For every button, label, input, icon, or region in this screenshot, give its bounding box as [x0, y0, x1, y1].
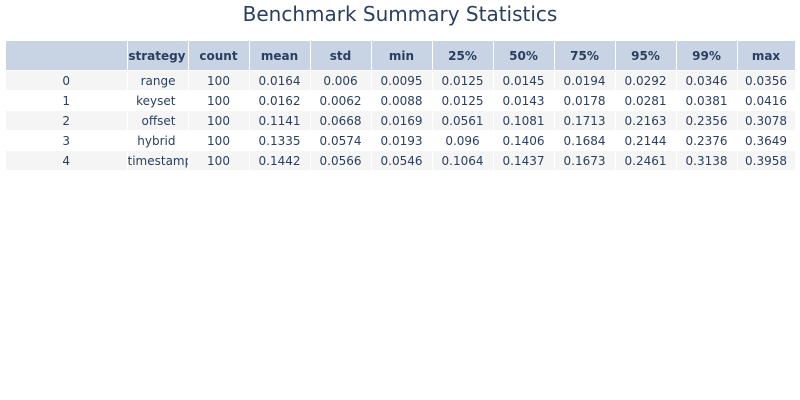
stat-cell: 0.0356	[737, 70, 796, 91]
stat-cell: 0.1442	[249, 150, 311, 171]
strategy-cell: range	[127, 70, 189, 91]
stat-cell: 0.1713	[554, 110, 616, 131]
stat-cell: 0.3138	[676, 150, 738, 171]
stat-cell: 0.0546	[371, 150, 433, 171]
stat-cell: 0.0668	[310, 110, 372, 131]
table-row: 1 keyset 100 0.0162 0.0062 0.0088 0.0125 0.0143…	[6, 90, 796, 111]
row-index-cell: 2	[6, 110, 128, 131]
row-index-cell: 0	[6, 70, 128, 91]
stat-cell: 0.2376	[676, 130, 738, 151]
stat-cell: 0.0162	[249, 90, 311, 111]
column-header: 50%	[493, 41, 555, 71]
chart-title: Benchmark Summary Statistics	[242, 2, 558, 26]
stat-cell: 0.0178	[554, 90, 616, 111]
table-header-row: strategy count mean std min 25% 50% 75% 95% 99% ma…	[6, 41, 796, 71]
row-index-cell: 3	[6, 130, 128, 151]
column-header: mean	[249, 41, 311, 71]
stat-cell: 0.0381	[676, 90, 738, 111]
stat-cell: 0.0143	[493, 90, 555, 111]
stat-cell: 0.0088	[371, 90, 433, 111]
column-header: 75%	[554, 41, 616, 71]
stat-cell: 0.0169	[371, 110, 433, 131]
stat-cell: 0.0125	[432, 90, 494, 111]
stat-cell: 0.0193	[371, 130, 433, 151]
table-row: 0 range 100 0.0164 0.006 0.0095 0.0125 0.0145 0.…	[6, 70, 796, 91]
column-header: 25%	[432, 41, 494, 71]
stat-cell: 0.0062	[310, 90, 372, 111]
stat-cell: 0.1064	[432, 150, 494, 171]
column-header: std	[310, 41, 372, 71]
stat-cell: 0.2461	[615, 150, 677, 171]
stat-cell: 0.0292	[615, 70, 677, 91]
stat-cell: 0.1406	[493, 130, 555, 151]
stat-cell: 0.0095	[371, 70, 433, 91]
stat-cell: 0.0164	[249, 70, 311, 91]
column-header: strategy	[127, 41, 189, 71]
stat-cell: 0.0346	[676, 70, 738, 91]
stat-cell: 0.1335	[249, 130, 311, 151]
stat-cell: 0.0125	[432, 70, 494, 91]
table-row: 2 offset 100 0.1141 0.0668 0.0169 0.0561 0.1081…	[6, 110, 796, 131]
table-row: 3 hybrid 100 0.1335 0.0574 0.0193 0.096 0.1406 0…	[6, 130, 796, 151]
stat-cell: 0.0566	[310, 150, 372, 171]
stat-cell: 0.1437	[493, 150, 555, 171]
stat-cell: 0.006	[310, 70, 372, 91]
stat-cell: 100	[188, 150, 250, 171]
stat-cell: 100	[188, 90, 250, 111]
column-header: min	[371, 41, 433, 71]
stat-cell: 0.0281	[615, 90, 677, 111]
strategy-cell: offset	[127, 110, 189, 131]
stat-cell: 0.096	[432, 130, 494, 151]
stat-cell: 0.1684	[554, 130, 616, 151]
row-index-cell: 4	[6, 150, 128, 171]
stat-cell: 100	[188, 70, 250, 91]
table-row: 4 timestamp 100 0.1442 0.0566 0.0546 0.1064 0.1…	[6, 150, 796, 171]
stat-cell: 0.2163	[615, 110, 677, 131]
stat-cell: 0.2356	[676, 110, 738, 131]
column-header: count	[188, 41, 250, 71]
stat-cell: 0.0561	[432, 110, 494, 131]
row-index-cell: 1	[6, 90, 128, 111]
column-header: 95%	[615, 41, 677, 71]
stat-cell: 0.3649	[737, 130, 796, 151]
stat-cell: 0.0145	[493, 70, 555, 91]
column-header: max	[737, 41, 796, 71]
stat-cell: 0.1141	[249, 110, 311, 131]
strategy-cell: timestamp	[127, 150, 189, 171]
stat-cell: 0.1673	[554, 150, 616, 171]
stat-cell: 0.3958	[737, 150, 796, 171]
stat-cell: 100	[188, 130, 250, 151]
column-header: 99%	[676, 41, 738, 71]
column-header	[6, 41, 128, 71]
strategy-cell: keyset	[127, 90, 189, 111]
summary-table: strategy count mean std min 25% 50% 75% 95% 99% ma…	[6, 41, 796, 171]
stat-cell: 0.1081	[493, 110, 555, 131]
strategy-cell: hybrid	[127, 130, 189, 151]
stat-cell: 0.2144	[615, 130, 677, 151]
stat-cell: 0.0194	[554, 70, 616, 91]
stat-cell: 0.0416	[737, 90, 796, 111]
stat-cell: 0.3078	[737, 110, 796, 131]
stat-cell: 100	[188, 110, 250, 131]
stat-cell: 0.0574	[310, 130, 372, 151]
